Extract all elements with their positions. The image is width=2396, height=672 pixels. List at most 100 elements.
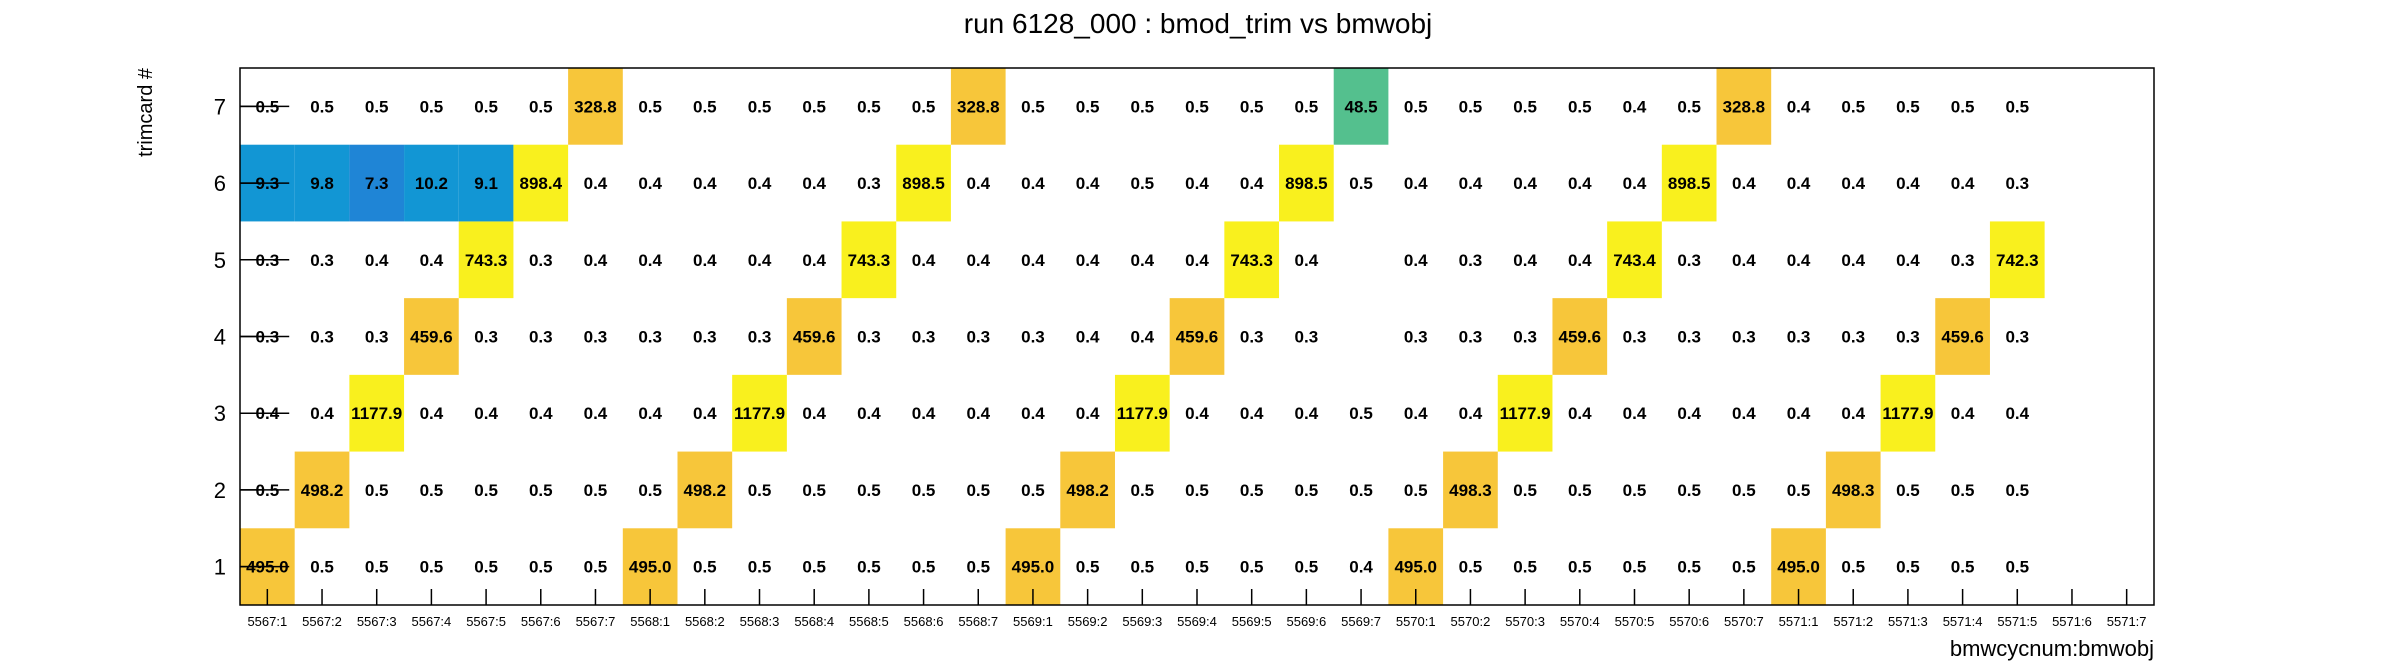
cell-value-label: 0.4: [256, 404, 280, 423]
y-tick-label: 2: [214, 478, 226, 503]
cell-value-label: 0.5: [912, 481, 936, 500]
cell-value-label: 0.5: [1677, 558, 1701, 577]
x-tick-label: 5570:7: [1724, 614, 1764, 629]
cell-value-label: 0.3: [1021, 328, 1045, 347]
heatmap-cell: [1661, 144, 1717, 222]
cell-value-label: 459.6: [410, 328, 453, 347]
x-tick-label: 5570:1: [1396, 614, 1436, 629]
cell-value-label: 0.5: [1841, 558, 1865, 577]
x-tick-label: 5568:2: [685, 614, 725, 629]
cell-value-label: 0.5: [310, 97, 334, 116]
cell-value-label: 0.4: [638, 251, 662, 270]
x-tick-label: 5571:1: [1779, 614, 1819, 629]
cell-value-label: 0.5: [1568, 481, 1592, 500]
cell-value-label: 1177.9: [1882, 404, 1933, 423]
cell-value-label: 0.4: [1076, 404, 1100, 423]
heatmap-cell: [1607, 221, 1662, 299]
cell-value-label: 0.5: [1732, 481, 1756, 500]
cell-value-label: 0.5: [1021, 97, 1045, 116]
cell-value-label: 0.5: [748, 481, 772, 500]
cell-value-label: 0.4: [529, 404, 553, 423]
cell-value-label: 0.4: [1021, 404, 1045, 423]
cell-value-label: 328.8: [574, 97, 617, 116]
cell-value-label: 0.4: [1240, 404, 1264, 423]
cell-value-label: 0.4: [2005, 404, 2029, 423]
cell-value-label: 0.5: [474, 97, 498, 116]
cell-value-label: 0.4: [1513, 251, 1537, 270]
cell-value-label: 0.4: [1513, 174, 1537, 193]
cell-value-label: 328.8: [957, 97, 1000, 116]
cell-value-label: 0.5: [638, 481, 662, 500]
cell-value-label: 0.3: [1896, 328, 1920, 347]
cell-value-label: 0.5: [1896, 97, 1920, 116]
x-tick-label: 5568:3: [740, 614, 780, 629]
cell-value-label: 0.5: [748, 97, 772, 116]
cell-value-label: 0.5: [1349, 174, 1373, 193]
heatmap-cell: [786, 298, 842, 375]
cell-value-label: 0.4: [1623, 174, 1647, 193]
cell-value-label: 0.5: [529, 481, 553, 500]
heatmap-cell: [896, 144, 951, 222]
cell-value-label: 0.5: [912, 558, 936, 577]
cell-value-label: 0.5: [638, 97, 662, 116]
x-tick-label: 5569:2: [1068, 614, 1108, 629]
cell-value-label: 0.4: [1677, 404, 1701, 423]
cell-value-label: 0.4: [912, 251, 936, 270]
heatmap-cell: [841, 221, 897, 299]
chart-title: run 6128_000 : bmod_trim vs bmwobj: [964, 8, 1432, 39]
cell-value-label: 0.5: [1240, 558, 1264, 577]
cell-value-label: 743.3: [1230, 251, 1273, 270]
cell-value-label: 0.5: [1404, 97, 1428, 116]
cell-value-label: 0.5: [1896, 481, 1920, 500]
cell-value-label: 9.8: [310, 174, 334, 193]
cell-value-label: 0.3: [1951, 251, 1975, 270]
cell-value-label: 0.4: [1076, 251, 1100, 270]
cell-value-label: 0.5: [693, 558, 717, 577]
cell-value-label: 0.4: [420, 404, 444, 423]
x-tick-label: 5570:6: [1669, 614, 1709, 629]
cell-value-label: 0.5: [1568, 97, 1592, 116]
cell-value-label: 0.4: [1076, 328, 1100, 347]
cell-value-label: 0.5: [365, 558, 389, 577]
heatmap-cell: [1060, 451, 1115, 529]
axis-ticks: 1 2 3 4 5 6 7 5567:1 5567:2 5567:3 5567:4 5567:5 556…: [214, 94, 2147, 629]
cell-value-label: 0.4: [1021, 174, 1045, 193]
cell-value-label: 0.5: [912, 97, 936, 116]
cell-value-label: 0.5: [1459, 558, 1483, 577]
heatmap-cell: [1224, 221, 1280, 299]
cell-value-label: 0.5: [1951, 97, 1975, 116]
cell-value-label: 0.3: [966, 328, 990, 347]
cell-value-label: 0.3: [1623, 328, 1647, 347]
cell-value-label: 0.5: [1623, 558, 1647, 577]
heatmap-cell: [513, 144, 569, 222]
cell-value-label: 0.4: [1185, 174, 1209, 193]
cell-value-label: 0.5: [256, 97, 280, 116]
cell-value-label: 0.5: [1787, 481, 1811, 500]
cell-value-label: 0.4: [1787, 97, 1811, 116]
cell-value-label: 898.4: [519, 174, 562, 193]
heatmap-cell: [404, 298, 459, 375]
cell-value-label: 898.5: [1668, 174, 1711, 193]
cell-value-label: 0.5: [857, 97, 881, 116]
cell-value-label: 0.5: [1677, 481, 1701, 500]
cell-value-label: 0.4: [1130, 328, 1154, 347]
heatmap-cells: [240, 68, 2045, 605]
cell-value-label: 0.5: [310, 558, 334, 577]
cell-value-label: 0.5: [1623, 481, 1647, 500]
cell-value-label: 0.4: [1021, 251, 1045, 270]
cell-value-label: 0.4: [638, 174, 662, 193]
cell-value-label: 498.2: [301, 481, 344, 500]
cell-value-label: 0.3: [857, 328, 881, 347]
cell-value-label: 0.4: [802, 251, 826, 270]
cell-value-label: 0.3: [1404, 328, 1428, 347]
cell-value-label: 0.3: [310, 328, 334, 347]
cell-value-label: 0.4: [1404, 404, 1428, 423]
cell-value-label: 0.4: [1295, 404, 1319, 423]
cell-value-label: 0.4: [1896, 174, 1920, 193]
cell-value-label: 0.4: [1185, 404, 1209, 423]
cell-value-label: 0.5: [1295, 97, 1319, 116]
cell-value-label: 0.4: [693, 404, 717, 423]
x-tick-label: 5568:6: [904, 614, 944, 629]
cell-value-label: 0.4: [912, 404, 936, 423]
cell-value-label: 0.5: [1404, 481, 1428, 500]
